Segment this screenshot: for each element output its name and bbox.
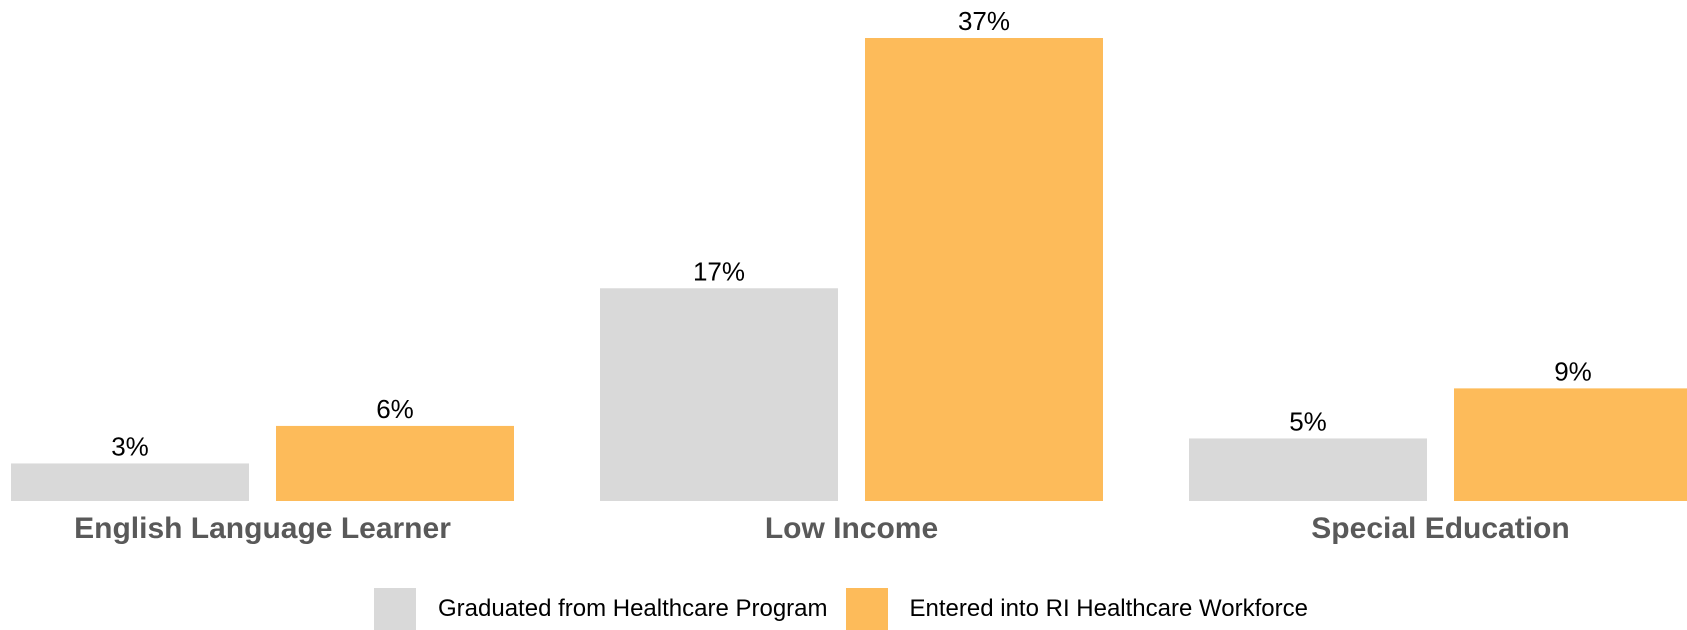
bar-low-income-series-1 <box>600 288 838 501</box>
data-label-english-language-learner-series-2: 6% <box>376 394 414 424</box>
legend-label-entered: Entered into RI Healthcare Workforce <box>909 595 1308 622</box>
category-label-special-education: Special Education <box>1311 512 1569 545</box>
bar-special-education-series-1 <box>1189 438 1427 501</box>
legend-swatch-entered <box>845 588 888 630</box>
bar-english-language-learner-series-2 <box>276 425 514 501</box>
bar-special-education-series-2 <box>1454 388 1687 501</box>
category-labels-layer: English Language Learner Low Income Specia… <box>74 512 1570 545</box>
legend-item-graduated: Graduated from Healthcare Program <box>374 588 828 630</box>
value-labels-layer: 3% 6% 17% 37% 5% 9% <box>111 6 1592 461</box>
data-label-special-education-series-1: 5% <box>1289 406 1327 436</box>
data-label-low-income-series-1: 17% <box>693 256 745 286</box>
data-label-special-education-series-2: 9% <box>1554 356 1592 386</box>
data-label-low-income-series-2: 37% <box>958 6 1010 36</box>
bars-layer <box>11 38 1687 501</box>
bar-low-income-series-2 <box>865 38 1103 501</box>
legend-swatch-graduated <box>374 588 416 630</box>
category-label-low-income: Low Income <box>765 512 938 545</box>
bar-english-language-learner-series-1 <box>11 463 249 501</box>
data-label-english-language-learner-series-1: 3% <box>111 431 149 461</box>
legend-label-graduated: Graduated from Healthcare Program <box>438 595 828 622</box>
category-label-english-language-learner: English Language Learner <box>74 512 451 545</box>
legend-item-entered: Entered into RI Healthcare Workforce <box>845 588 1308 630</box>
chart-legend: Graduated from Healthcare Program Entere… <box>374 588 1326 630</box>
